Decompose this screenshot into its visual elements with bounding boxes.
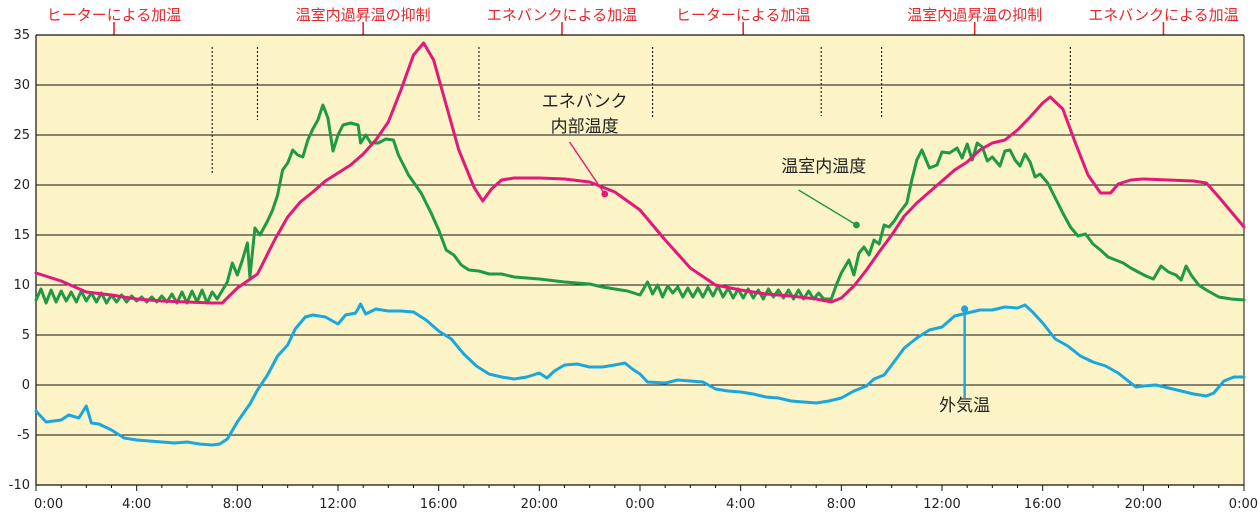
y-tick-label: -10 — [9, 478, 30, 493]
phase-dividers — [211, 47, 1071, 175]
x-tick-label: 12:00 — [923, 497, 960, 512]
x-axis: 0:00 4:00 8:00 12:00 16:00 20:00 0:00 4:00 8:00 1… — [34, 485, 1258, 512]
y-tick-label: 30 — [13, 78, 30, 93]
y-tick-label: -5 — [17, 428, 30, 443]
phase-label: 温室内過昇温の抑制 — [907, 6, 1042, 24]
x-tick-label: 8:00 — [223, 497, 252, 512]
series-line-3 — [34, 302, 1246, 447]
series-line-1 — [34, 41, 1246, 305]
phase-label: エネバンクによる加温 — [1088, 6, 1238, 24]
enebank-label: エネバンク — [542, 92, 628, 112]
y-tick-label: 5 — [22, 328, 30, 343]
enebank-label-line2: 内部温度 — [551, 117, 619, 137]
x-tick-label: 0:00 — [625, 497, 654, 512]
x-tick-label: 4:00 — [726, 497, 755, 512]
phase-annotations: ヒーターによる加温 温室内過昇温の抑制 エネバンクによる加温 ヒーターによる加温 温室内… — [36, 6, 1244, 63]
outside-label: 外気温 — [939, 396, 990, 416]
x-tick-label: 0:00 — [1229, 497, 1258, 512]
x-tick-label: 8:00 — [827, 497, 856, 512]
x-tick-label: 20:00 — [1125, 497, 1162, 512]
enebank-leader — [568, 141, 606, 195]
x-tick-label: 4:00 — [122, 497, 151, 512]
y-tick-label: 35 — [13, 28, 30, 43]
y-tick-label: 20 — [13, 178, 30, 193]
y-tick-label: 25 — [13, 128, 30, 143]
y-tick-label: 15 — [13, 228, 30, 243]
x-tick-label: 16:00 — [1024, 497, 1061, 512]
phase-label: ヒーターによる加温 — [676, 6, 811, 24]
plot-background — [36, 35, 1244, 485]
x-tick-label: 0:00 — [34, 497, 63, 512]
series-line-2 — [34, 103, 1246, 305]
y-tick-label: 0 — [22, 378, 30, 393]
y-tick-label: 10 — [13, 278, 30, 293]
greenhouse-label: 温室内温度 — [781, 157, 866, 177]
outside-leader-dot — [961, 305, 969, 313]
enebank-leader-dot — [601, 190, 609, 198]
greenhouse-leader — [798, 189, 857, 226]
x-tick-label: 16:00 — [420, 497, 457, 512]
greenhouse-leader-dot — [853, 221, 860, 229]
x-tick-label: 12:00 — [319, 497, 356, 512]
phase-label: ヒーターによる加温 — [47, 6, 182, 24]
phase-label: エネバンクによる加温 — [487, 6, 637, 24]
series-lines — [34, 41, 1246, 447]
y-axis: 35 30 25 20 15 10 5 0 -5 -10 — [9, 28, 30, 493]
x-tick-label: 20:00 — [521, 497, 558, 512]
phase-label: 温室内過昇温の抑制 — [296, 6, 431, 24]
